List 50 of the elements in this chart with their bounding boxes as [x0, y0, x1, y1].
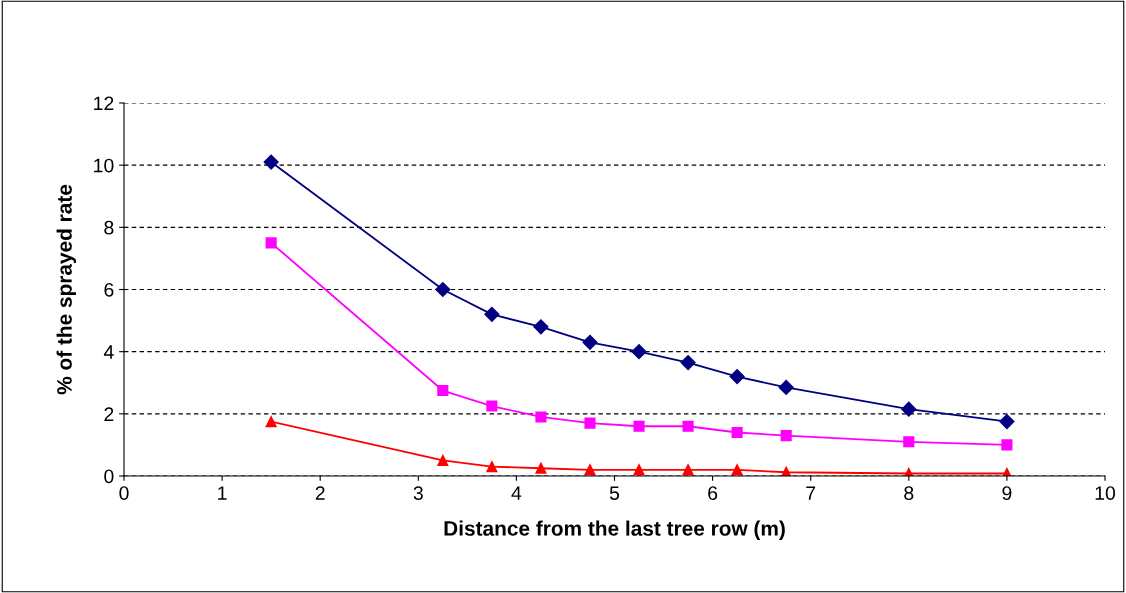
- point: [778, 379, 794, 395]
- point: [486, 400, 498, 412]
- point: [903, 436, 915, 448]
- x-tick-label: 2: [315, 486, 325, 500]
- point: [535, 411, 547, 423]
- y-tick-label: 10: [94, 158, 114, 173]
- point: [435, 281, 451, 298]
- point: [631, 344, 647, 360]
- point: [584, 417, 596, 429]
- point: [533, 319, 549, 335]
- x-axis-title: Distance from the last tree row (m): [444, 520, 785, 540]
- x-tick-label: 8: [904, 486, 914, 500]
- y-tick-label: 12: [94, 96, 114, 111]
- y-tick-label: 0: [104, 469, 114, 484]
- x-tick-label: 0: [119, 486, 129, 500]
- x-tick-label: 4: [511, 486, 522, 500]
- x-tick-label: 3: [413, 486, 423, 500]
- y-tick-label: 2: [104, 407, 114, 421]
- point: [682, 464, 694, 476]
- point: [535, 462, 547, 474]
- x-tick-label: 7: [806, 486, 816, 500]
- point: [731, 464, 743, 476]
- y-tick-label: 6: [104, 282, 114, 297]
- point: [780, 430, 792, 442]
- point: [633, 420, 645, 432]
- x-tick-label: 10: [1095, 486, 1116, 500]
- point: [484, 306, 500, 322]
- point: [265, 237, 277, 249]
- point: [680, 354, 696, 371]
- x-tick-label: 1: [218, 486, 227, 500]
- point: [584, 464, 596, 476]
- point: [486, 461, 498, 473]
- x-tick-label: 9: [1002, 486, 1012, 500]
- point: [729, 368, 745, 385]
- point: [582, 334, 598, 350]
- point: [263, 154, 279, 170]
- point: [1001, 439, 1013, 451]
- point: [633, 464, 645, 476]
- y-tick-label: 4: [103, 345, 114, 359]
- point: [265, 416, 277, 428]
- y-axis-title: % of the sprayed rate: [56, 184, 76, 395]
- point: [901, 401, 917, 417]
- x-tick-label: 5: [609, 486, 620, 500]
- point: [437, 384, 449, 397]
- point: [682, 420, 694, 432]
- point: [731, 426, 743, 439]
- point: [437, 454, 449, 467]
- x-tick-label: 6: [708, 486, 718, 500]
- point: [999, 414, 1015, 430]
- y-tick-label: 8: [104, 220, 114, 235]
